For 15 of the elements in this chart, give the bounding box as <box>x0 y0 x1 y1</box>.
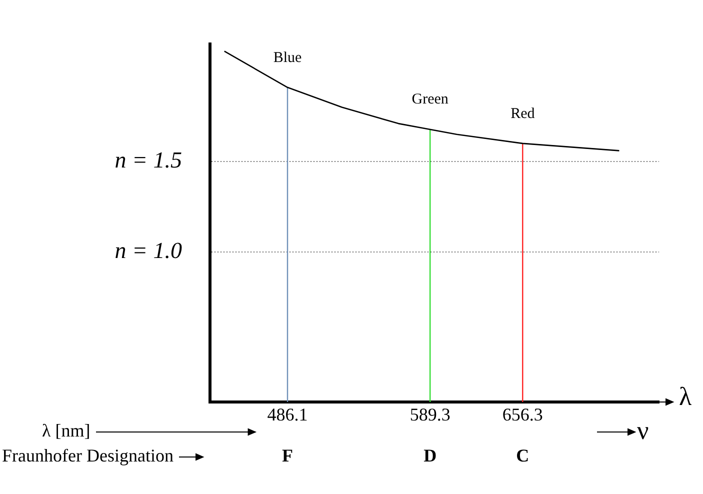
x-tick-label: 589.3 <box>410 404 450 425</box>
x-tick-label: 656.3 <box>502 404 543 425</box>
series-label: Blue <box>273 50 302 66</box>
series-label: Green <box>412 91 449 108</box>
text: F <box>282 446 294 466</box>
series-label: Red <box>510 106 536 122</box>
text: D <box>424 446 437 466</box>
y-tick-label: n = 1.5 <box>114 148 182 173</box>
x-tick-label: 486.1 <box>267 404 308 425</box>
y-tick-label: n = 1.0 <box>114 238 182 263</box>
text: Fraunhofer Designation <box>2 446 174 466</box>
text: C <box>516 446 530 466</box>
text: λ [nm] <box>42 420 90 441</box>
x-axis-title: λ <box>679 382 692 411</box>
text: ν <box>637 416 649 445</box>
